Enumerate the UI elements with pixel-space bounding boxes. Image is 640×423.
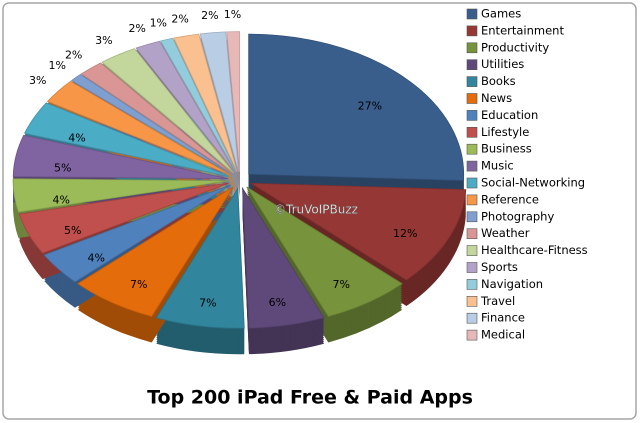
legend-swatch [466, 143, 478, 155]
legend-swatch [466, 295, 478, 307]
legend-label: Lifestyle [481, 125, 529, 139]
slice [199, 31, 239, 172]
data-label: 2% [201, 9, 218, 22]
data-label: 4% [68, 132, 85, 145]
legend-swatch [466, 25, 478, 37]
data-label: 1% [150, 17, 167, 30]
data-label: 12% [393, 227, 417, 240]
data-label: 7% [333, 278, 350, 291]
slice [46, 80, 231, 176]
data-label: 1% [49, 59, 66, 72]
slice [248, 33, 465, 181]
legend-label: News [481, 91, 512, 105]
legend-label: Sports [481, 260, 518, 274]
legend-swatch [466, 127, 478, 138]
legend-label: Medical [481, 328, 525, 342]
legend-swatch [466, 59, 478, 71]
data-label: 2% [128, 22, 145, 35]
legend-label: Education [481, 108, 538, 122]
data-label: 7% [199, 297, 216, 310]
legend-label: Social-Networking [481, 176, 585, 190]
slice [249, 182, 467, 281]
legend-swatch [466, 76, 478, 87]
legend-label: Healthcare-Fitness [481, 243, 588, 257]
legend-swatch [466, 279, 478, 290]
data-label: 3% [29, 74, 46, 87]
slice [43, 184, 231, 283]
legend-label: Entertainment [481, 23, 564, 37]
data-label: 2% [171, 13, 188, 26]
legend-label: Reference [481, 192, 539, 206]
legend-swatch [466, 194, 478, 206]
legend-label: Photography [481, 209, 554, 223]
watermark: ©TruVoIPBuzz [274, 203, 358, 217]
slice [12, 178, 229, 213]
legend-swatch [466, 228, 478, 239]
legend-label: Music [481, 159, 514, 173]
legend-swatch [466, 312, 478, 324]
data-label: 7% [130, 278, 147, 291]
slice [70, 73, 232, 175]
legend-swatch [466, 177, 478, 189]
slice [155, 186, 245, 329]
data-label: 3% [95, 34, 112, 47]
data-label: 6% [269, 296, 286, 309]
slice [246, 186, 403, 317]
legend-label: Travel [480, 294, 515, 308]
slice [80, 62, 233, 175]
slice [173, 33, 238, 173]
data-label: 27% [358, 100, 382, 113]
slice [18, 182, 229, 254]
data-label: 4% [53, 193, 70, 206]
legend-label: Games [481, 7, 521, 21]
data-label: 1% [224, 8, 241, 21]
legend-swatch [466, 93, 478, 104]
data-label: 2% [65, 49, 82, 62]
legend-label: Utilities [481, 57, 524, 71]
legend-swatch [466, 211, 478, 223]
slice [226, 31, 241, 172]
legend-label: Books [481, 74, 516, 88]
legend-swatch [466, 329, 478, 341]
legend-label: Finance [481, 311, 525, 325]
slice [101, 48, 234, 174]
data-label: 5% [64, 224, 81, 237]
legend-label: Productivity [481, 40, 549, 54]
legend-label: Business [481, 142, 532, 156]
legend-swatch [466, 160, 478, 172]
slice [77, 186, 234, 317]
data-label: 4% [87, 252, 104, 265]
slice-side [200, 35, 239, 176]
legend-swatch [466, 8, 478, 20]
legend-swatch [466, 42, 478, 54]
legend-swatch [466, 262, 478, 273]
data-label: 5% [54, 162, 71, 175]
legend-swatch [466, 245, 478, 256]
slice [135, 40, 236, 173]
slice [12, 134, 229, 180]
legend-swatch [466, 110, 478, 121]
slice [242, 186, 325, 329]
legend-label: Navigation [481, 277, 543, 291]
slice [159, 37, 237, 173]
chart-title: Top 200 iPad Free & Paid Apps [147, 387, 473, 409]
pie-tops: 27%12%7%6%7%7%4%5%4%5%4%3%1%2%3%2% 1% 2% 2%… [12, 8, 467, 329]
legend-label: Weather [481, 226, 530, 240]
slice [24, 102, 230, 177]
